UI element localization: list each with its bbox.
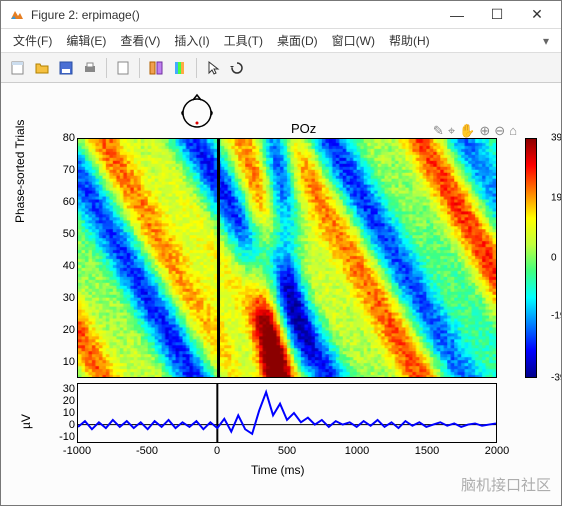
erpimage-yticks: 1020304050607080 <box>51 138 77 378</box>
colorbar-ticks: -39-19019.539.1 <box>537 138 559 378</box>
titlebar[interactable]: Figure 2: erpimage() — ☐ ✕ <box>1 1 561 29</box>
menubar: 文件(F) 编辑(E) 查看(V) 插入(I) 工具(T) 桌面(D) 窗口(W… <box>1 29 561 53</box>
menu-window[interactable]: 窗口(W) <box>326 30 381 51</box>
save-icon[interactable] <box>55 57 77 79</box>
menu-file[interactable]: 文件(F) <box>7 30 58 51</box>
close-button[interactable]: ✕ <box>517 2 557 28</box>
menu-help[interactable]: 帮助(H) <box>383 30 436 51</box>
axes-toolbar: ✎ ⌖ ✋ ⊕ ⊖ ⌂ <box>433 123 517 139</box>
datatip-icon[interactable]: ⌖ <box>448 123 455 139</box>
xaxis-ticks: -1000-5000500100015002000 <box>77 445 497 461</box>
figure-canvas[interactable]: POz ✎ ⌖ ✋ ⊕ ⊖ ⌂ Phase-sorted Trials 1020… <box>1 83 561 505</box>
colorbar <box>525 138 537 378</box>
home-icon[interactable]: ⌂ <box>509 123 517 139</box>
menu-tools[interactable]: 工具(T) <box>218 30 269 51</box>
event-line <box>217 139 220 377</box>
channel-label: POz <box>291 121 316 136</box>
erp-yticks: -100102030 <box>47 383 77 443</box>
rotate-icon[interactable] <box>226 57 248 79</box>
head-plot-icon <box>179 93 215 129</box>
brush-icon[interactable]: ✎ <box>433 123 444 139</box>
zoomout-icon[interactable]: ⊖ <box>494 123 505 139</box>
menu-insert[interactable]: 插入(I) <box>168 30 215 51</box>
erpimage-axes[interactable] <box>77 138 497 378</box>
pan-icon[interactable]: ✋ <box>459 123 475 139</box>
xaxis-label: Time (ms) <box>251 463 305 477</box>
menu-edit[interactable]: 编辑(E) <box>60 30 112 51</box>
window-buttons: — ☐ ✕ <box>437 2 557 28</box>
link-icon[interactable] <box>145 57 167 79</box>
toolbar-separator <box>139 58 140 78</box>
print-icon[interactable] <box>79 57 101 79</box>
print-preview-icon[interactable] <box>112 57 134 79</box>
maximize-button[interactable]: ☐ <box>477 2 517 28</box>
minimize-button[interactable]: — <box>437 2 477 28</box>
window-title: Figure 2: erpimage() <box>31 8 437 22</box>
pointer-icon[interactable] <box>202 57 224 79</box>
open-icon[interactable] <box>31 57 53 79</box>
menu-chevron-icon[interactable]: ▾ <box>537 34 555 48</box>
matlab-icon <box>9 7 25 23</box>
toolbar-separator <box>196 58 197 78</box>
erp-ylabel: µV <box>19 414 33 429</box>
erp-axes[interactable] <box>77 383 497 443</box>
colorbar-icon[interactable] <box>169 57 191 79</box>
toolbar <box>1 53 561 83</box>
toolbar-separator <box>106 58 107 78</box>
menu-view[interactable]: 查看(V) <box>114 30 166 51</box>
menu-desktop[interactable]: 桌面(D) <box>271 30 324 51</box>
watermark: 脑机接口社区 <box>461 474 551 495</box>
figure-window: Figure 2: erpimage() — ☐ ✕ 文件(F) 编辑(E) 查… <box>0 0 562 506</box>
new-figure-icon[interactable] <box>7 57 29 79</box>
erpimage-ylabel: Phase-sorted Trials <box>13 120 27 223</box>
zoomin-icon[interactable]: ⊕ <box>479 123 490 139</box>
